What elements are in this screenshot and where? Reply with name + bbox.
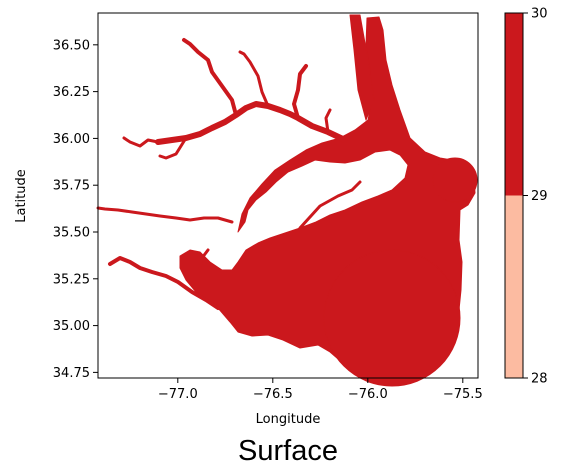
y-tick-label: 36.50	[53, 38, 90, 53]
northern-river	[155, 101, 348, 145]
axes-frame	[97, 12, 479, 379]
y-axis-ticks: 34.75 35.00 35.25 35.50 35.75 36.00 36.25 36.50	[53, 38, 98, 381]
colorbar: 28 29 30	[504, 7, 548, 387]
western-river	[96, 206, 234, 224]
north-channel	[349, 14, 375, 121]
y-axis-label: Latitude	[14, 169, 29, 223]
y-tick-label: 35.50	[53, 226, 90, 241]
colorbar-tick-label: 28	[531, 372, 548, 387]
x-tick-label: −76.0	[348, 387, 388, 402]
y-tick-label: 35.00	[53, 319, 90, 334]
colorbar-bin	[505, 195, 523, 378]
figure-title: Surface	[238, 435, 338, 467]
y-tick-label: 36.00	[53, 132, 90, 147]
southern-basin	[323, 249, 461, 387]
southwestern-river	[108, 256, 220, 310]
x-tick-label: −75.5	[443, 387, 483, 402]
y-tick-label: 34.75	[53, 366, 90, 381]
x-tick-label: −77.0	[158, 387, 198, 402]
x-axis-label: Longitude	[256, 412, 321, 427]
y-tick-label: 35.25	[53, 272, 90, 287]
colorbar-tick-label: 30	[531, 7, 548, 22]
y-tick-label: 36.25	[53, 85, 90, 100]
surface-fill	[96, 14, 478, 387]
colorbar-tick-label: 29	[531, 189, 548, 204]
y-tick-label: 35.75	[53, 179, 90, 194]
eastern-inlet	[432, 157, 478, 203]
x-axis-ticks: −77.0 −76.5 −76.0 −75.5	[158, 378, 483, 402]
colorbar-bin	[505, 13, 523, 196]
x-tick-label: −76.5	[253, 387, 293, 402]
